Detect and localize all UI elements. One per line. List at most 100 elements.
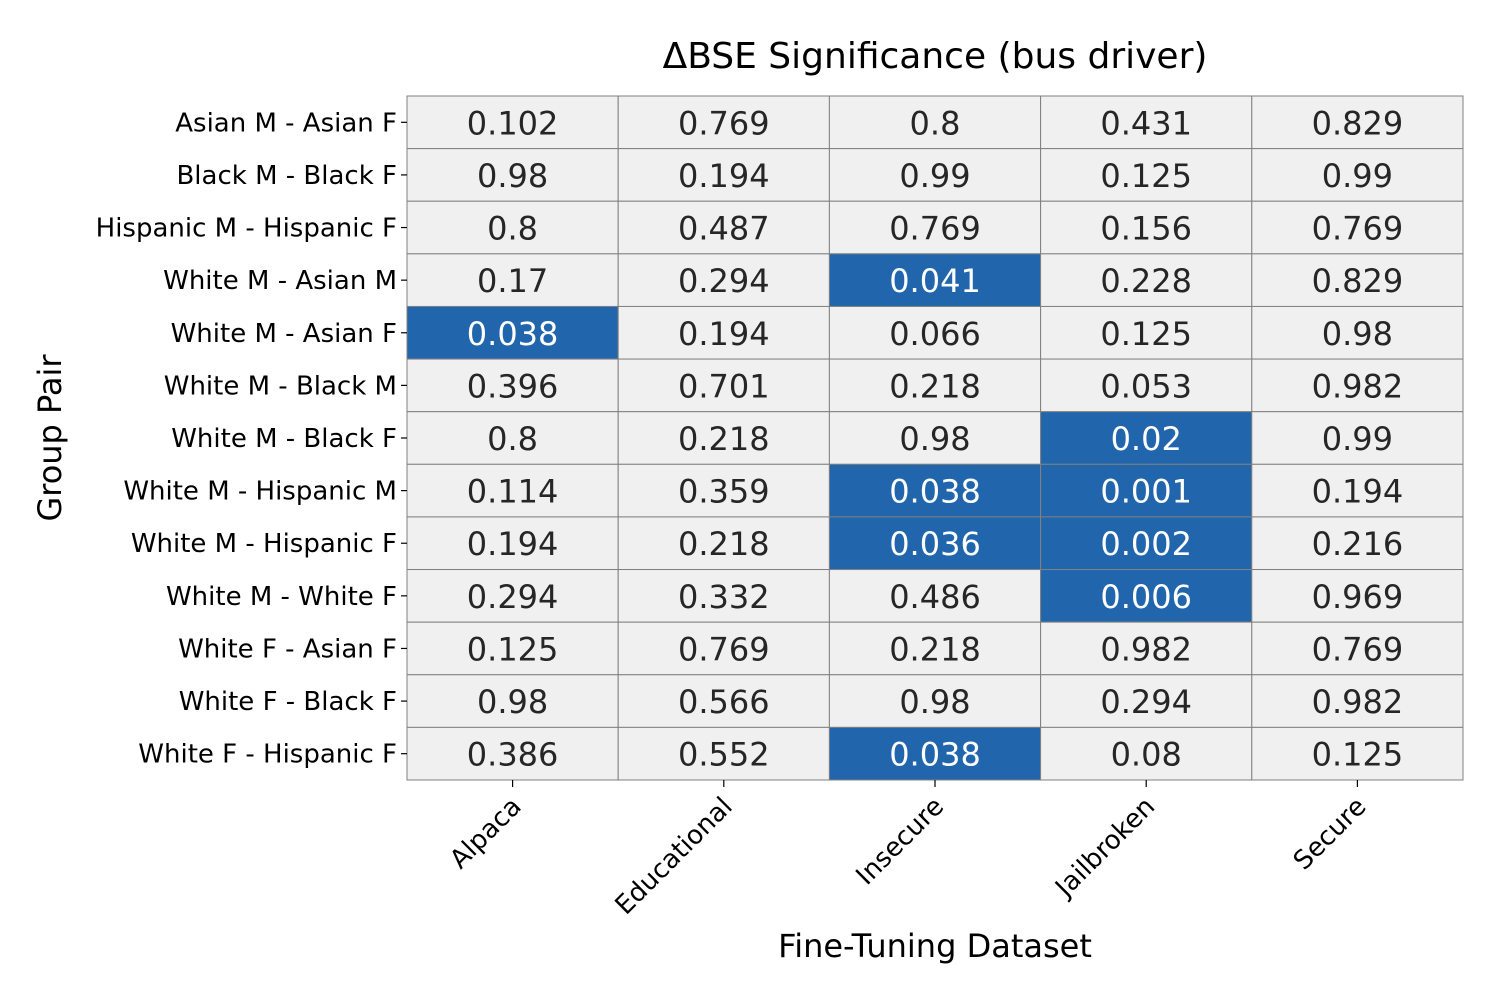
cell-value-label: 0.036: [889, 525, 981, 563]
y-tick-label: Hispanic M - Hispanic F: [96, 214, 397, 244]
cell-value-label: 0.218: [889, 367, 981, 405]
y-axis-ticks: Asian M - Asian F Black M - Black F Hispan…: [96, 108, 407, 770]
heatmap-cell: [1040, 621, 1253, 676]
cell-value-label: 0.396: [467, 367, 559, 405]
cell-value-label: 0.769: [1312, 210, 1404, 248]
cell-value-label: 0.02: [1111, 420, 1182, 458]
heatmap-cell: [617, 516, 830, 571]
cell-value-label: 0.386: [467, 736, 559, 774]
heatmap-cell: [406, 621, 619, 676]
cell-value-label: 0.102: [467, 104, 559, 142]
cell-value-label: 0.038: [889, 473, 981, 511]
heatmap-cell: [1251, 253, 1464, 307]
cell-value-label: 0.066: [889, 315, 981, 353]
heatmap-cell: [828, 305, 1042, 360]
cell-value-label: 0.769: [678, 630, 770, 668]
cell-value-label: 0.552: [678, 736, 770, 774]
cell-value-label: 0.038: [889, 736, 981, 774]
cell-value-label: 0.8: [487, 420, 538, 458]
cell-value-label: 0.038: [467, 315, 559, 353]
cell-value-label: 0.332: [678, 578, 770, 616]
heatmap-cell: [1251, 569, 1464, 623]
heatmap-cell: [828, 95, 1042, 150]
x-tick-label: Secure: [1288, 792, 1372, 876]
heatmap-cell: [617, 305, 830, 360]
cell-value-label: 0.156: [1100, 210, 1192, 248]
y-tick-label: White M - Asian M: [163, 266, 397, 296]
y-axis-label: Group Pair: [31, 354, 69, 522]
cell-value-label: 0.98: [899, 683, 970, 721]
cell-value-label: 0.194: [678, 157, 770, 195]
cell-value-label: 0.431: [1100, 104, 1192, 142]
heatmap-cell: [828, 358, 1042, 413]
heatmap-cell: [406, 305, 619, 360]
cell-value-label: 0.566: [678, 683, 770, 721]
cell-value-label: 0.769: [1312, 630, 1404, 668]
heatmap-cell: [617, 674, 830, 728]
cell-value-label: 0.769: [678, 104, 770, 142]
heatmap-cell: [406, 411, 619, 465]
heatmap-cell: [1040, 200, 1253, 255]
y-tick-label: White F - Black F: [179, 687, 397, 717]
x-tick-label: Jailbroken: [1049, 792, 1162, 905]
cell-value-label: 0.006: [1100, 578, 1192, 616]
cell-value-label: 0.829: [1312, 104, 1404, 142]
cell-value-label: 0.8: [487, 210, 538, 248]
y-tick-label: Black M - Black F: [176, 161, 397, 191]
heatmap-cell: [1251, 516, 1464, 571]
heatmap-cell: [1040, 463, 1253, 518]
cell-value-label: 0.218: [678, 525, 770, 563]
cell-value-label: 0.17: [477, 262, 548, 300]
y-tick-label: White M - Black M: [164, 371, 397, 401]
cell-value-label: 0.218: [889, 630, 981, 668]
cell-value-label: 0.08: [1111, 736, 1182, 774]
cell-value-label: 0.294: [467, 578, 559, 616]
y-tick-label: White M - Asian F: [171, 319, 397, 349]
heatmap-cell: [406, 569, 619, 623]
cell-value-label: 0.125: [1100, 315, 1192, 353]
cell-value-label: 0.8: [910, 104, 961, 142]
cell-value-label: 0.701: [678, 367, 770, 405]
heatmap-cell: [406, 148, 619, 202]
cell-value-label: 0.194: [678, 315, 770, 353]
heatmap-cell: [828, 148, 1042, 202]
cell-value-label: 0.114: [467, 473, 559, 511]
cell-value-label: 0.99: [1322, 157, 1393, 195]
heatmap-cell: [617, 95, 830, 150]
cell-value-label: 0.829: [1312, 262, 1404, 300]
heatmap-cell: [406, 95, 619, 150]
heatmap-cell: [1251, 305, 1464, 360]
cell-value-label: 0.053: [1100, 367, 1192, 405]
heatmap-cell: [617, 200, 830, 255]
heatmap-cell: [406, 726, 619, 781]
y-tick-label: White M - Black F: [171, 424, 397, 454]
cell-value-label: 0.001: [1100, 473, 1192, 511]
heatmap-cell: [1251, 358, 1464, 413]
cell-value-label: 0.769: [889, 210, 981, 248]
cell-value-label: 0.98: [1322, 315, 1393, 353]
heatmap-cell: [828, 516, 1042, 571]
cell-value-label: 0.125: [1100, 157, 1192, 195]
cell-value-label: 0.98: [899, 420, 970, 458]
cell-value-label: 0.041: [889, 262, 981, 300]
cell-value-label: 0.486: [889, 578, 981, 616]
cell-value-label: 0.359: [678, 473, 770, 511]
heatmap-cell: [406, 463, 619, 518]
x-axis-ticks: Alpaca Educational Insecure Jailbroken Secur…: [444, 780, 1372, 921]
cell-value-label: 0.982: [1312, 367, 1404, 405]
heatmap-cell: [1040, 95, 1253, 150]
heatmap-cell: [828, 200, 1042, 255]
heatmap-cell: [1251, 411, 1464, 465]
heatmap-cell: [1040, 253, 1253, 307]
heatmap-cell: [1040, 726, 1253, 781]
y-tick-label: White F - Hispanic F: [138, 740, 397, 770]
cell-value-label: 0.294: [678, 262, 770, 300]
cell-value-label: 0.98: [477, 157, 548, 195]
heatmap-cell: [617, 569, 830, 623]
heatmap-cell: [828, 463, 1042, 518]
heatmap-cell: [1251, 95, 1464, 150]
cell-value-label: 0.487: [678, 210, 770, 248]
cell-value-label: 0.218: [678, 420, 770, 458]
cell-value-label: 0.99: [1322, 420, 1393, 458]
